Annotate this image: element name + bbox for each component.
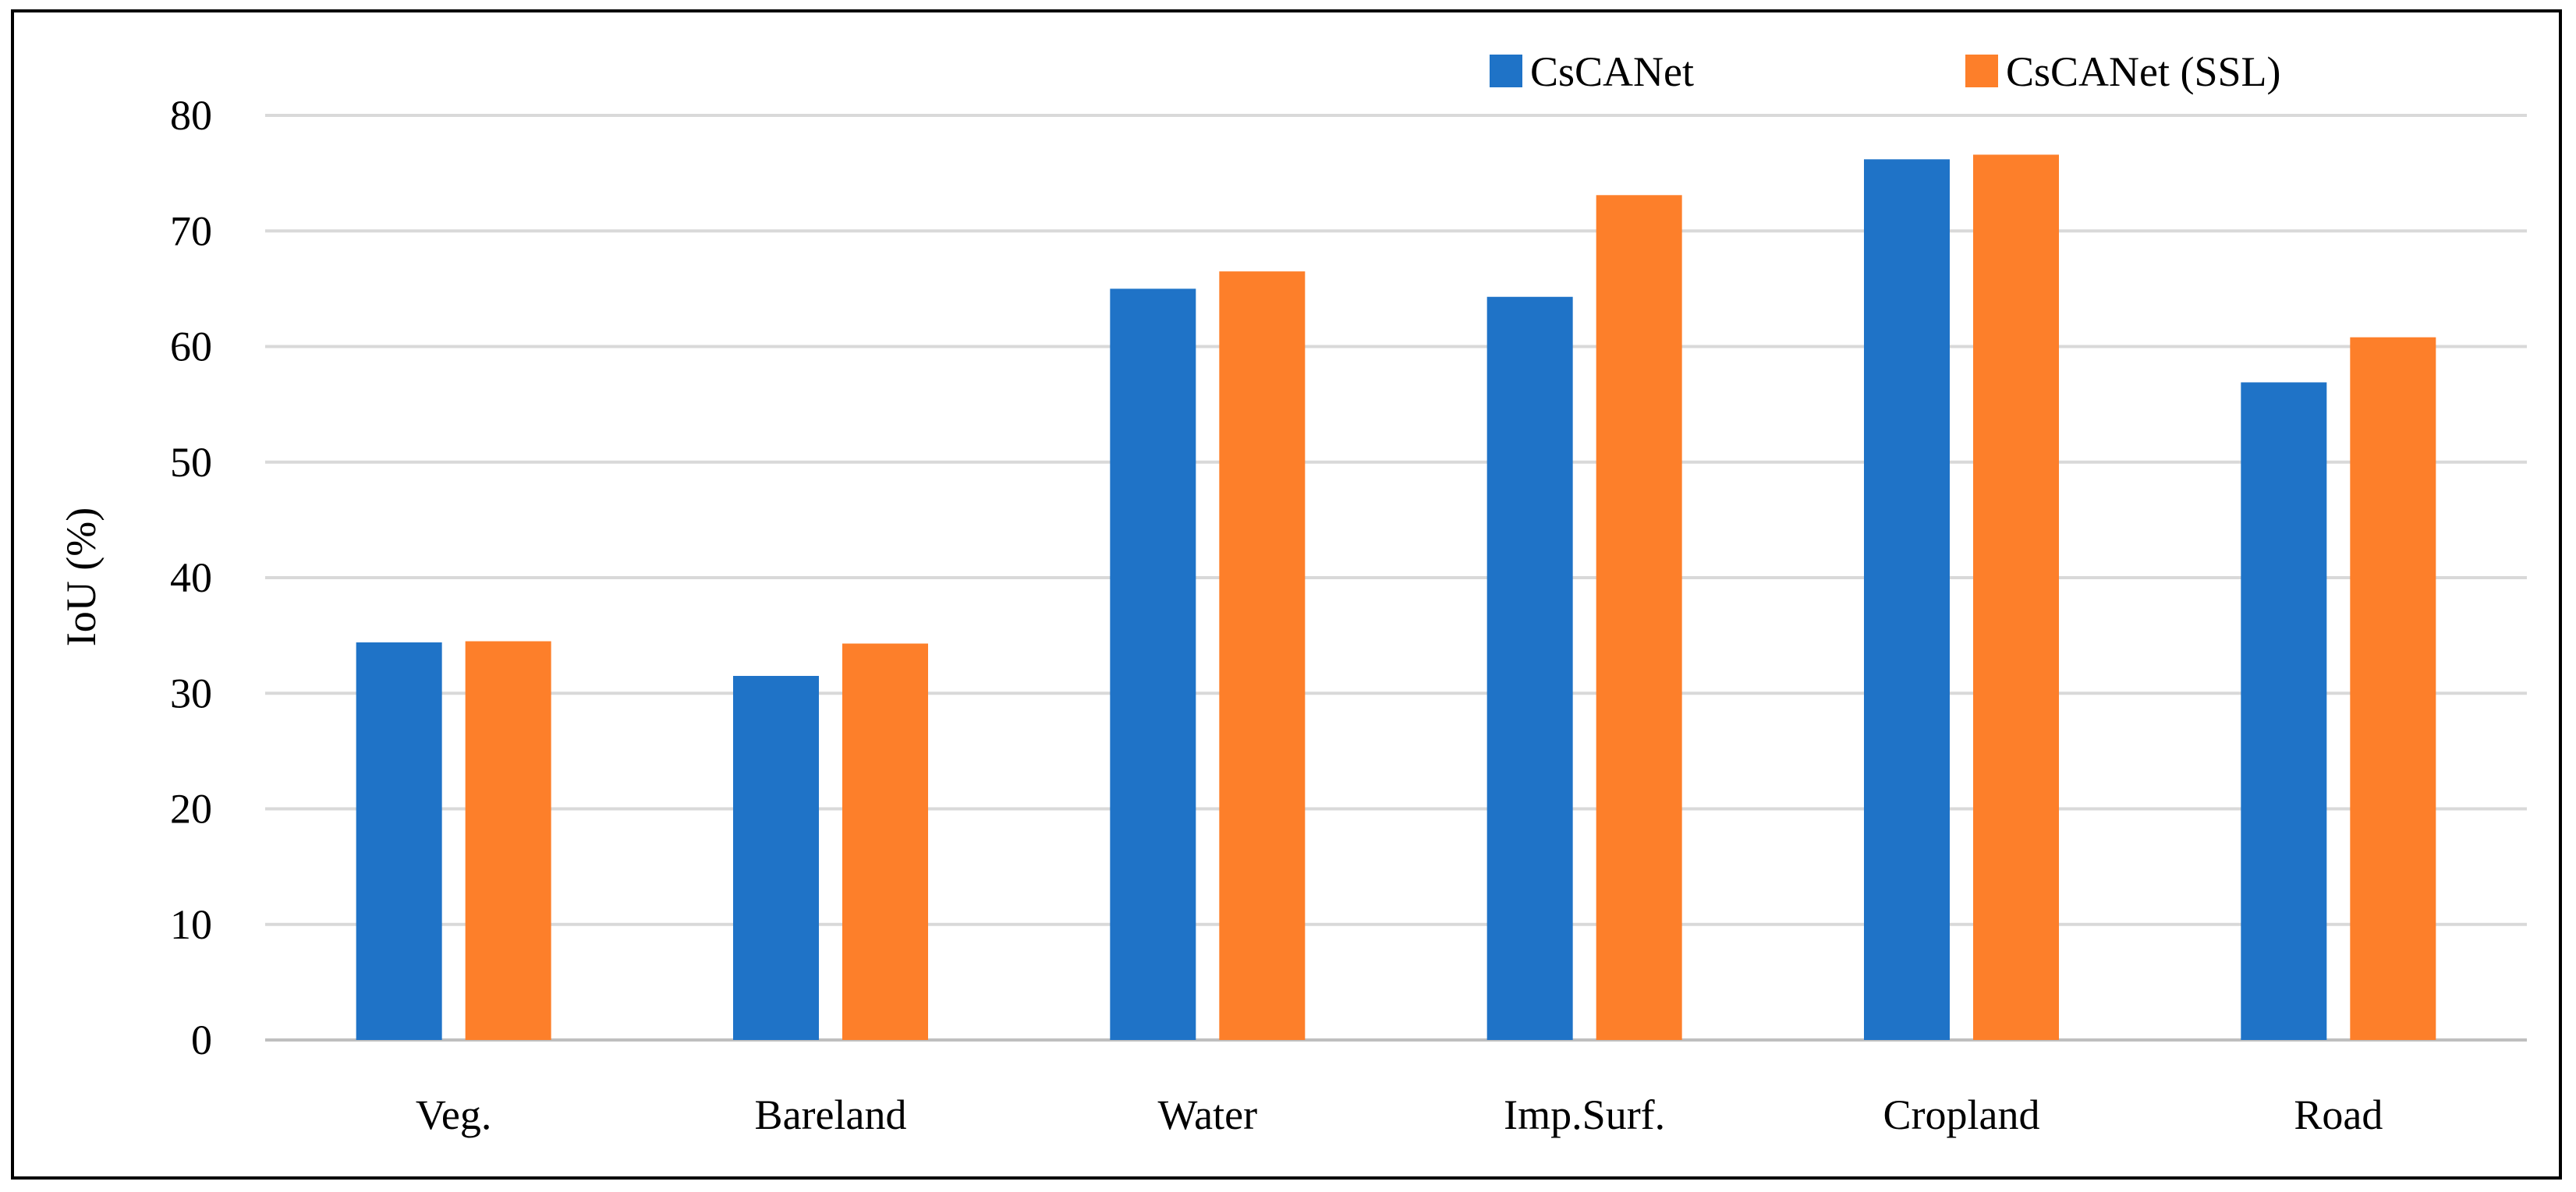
x-tick-label-1: Veg. [416,1091,491,1138]
x-tick-label-3: Water [1158,1091,1258,1138]
bars [356,154,2436,1041]
y-axis-title: IoU (%) [58,508,105,646]
bar-cscanet-2 [733,676,819,1040]
legend: CsCANet CsCANet (SSL) [1490,48,2281,95]
bar-cscanet-6 [2241,382,2327,1040]
bar-cscanet-ssl-5 [1973,154,2059,1040]
legend-label-cscanet-ssl: CsCANet (SSL) [2006,48,2281,95]
gridlines [265,114,2527,1042]
bar-cscanet-ssl-3 [1219,271,1306,1040]
legend-swatch-cscanet-ssl [1965,55,1998,87]
y-tick-label-0: 0 [191,1017,212,1063]
x-tick-label-6: Road [2294,1091,2383,1138]
x-tick-label-4: Imp.Surf. [1504,1091,1665,1138]
y-tick-label-30: 30 [170,670,212,716]
y-tick-label-50: 50 [170,439,212,486]
y-tick-label-40: 40 [170,554,212,601]
y-tick-label-10: 10 [170,901,212,948]
y-tick-label-60: 60 [170,324,212,370]
x-axis-ticks: Veg. Bareland Water Imp.Surf. Cropland Road [416,1091,2383,1138]
legend-label-cscanet: CsCANet [1530,48,1694,95]
bar-cscanet-5 [1864,159,1950,1041]
x-tick-label-5: Cropland [1883,1091,2040,1138]
y-axis-ticks: 0 10 20 30 40 50 60 70 80 [170,92,212,1063]
y-tick-label-80: 80 [170,92,212,139]
bar-cscanet-ssl-4 [1596,195,1682,1041]
bar-cscanet-ssl-2 [842,643,928,1040]
bar-cscanet-4 [1486,296,1573,1040]
bar-cscanet-1 [356,642,442,1040]
legend-swatch-cscanet [1490,55,1522,87]
y-tick-label-20: 20 [170,786,212,833]
bar-cscanet-ssl-6 [2350,337,2436,1040]
y-tick-label-70: 70 [170,207,212,254]
x-tick-label-2: Bareland [755,1091,907,1138]
bar-cscanet-ssl-1 [465,641,551,1040]
bar-cscanet-3 [1110,288,1196,1040]
